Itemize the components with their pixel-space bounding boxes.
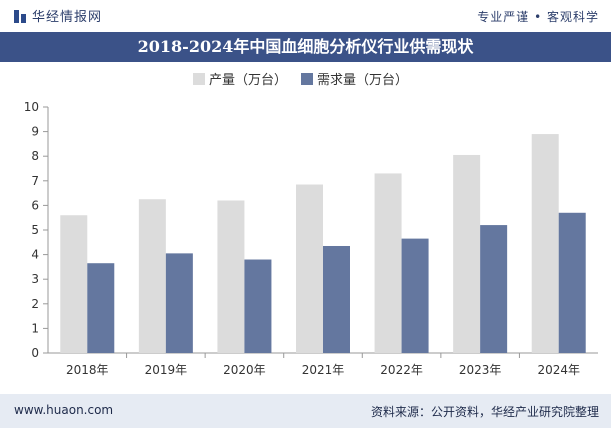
bar-demand [323,245,350,353]
brand-logo-icon [14,9,26,23]
brand: 华经情报网 [14,6,102,25]
x-tick-label: 2020年 [223,363,266,377]
bar-production [138,199,166,353]
y-tick-label: 10 [24,100,39,114]
y-tick-label: 6 [31,198,39,212]
x-tick-label: 2023年 [459,363,502,377]
chart-legend: 产量（万台） 需求量（万台） [193,69,408,88]
y-tick-label: 0 [31,346,39,360]
bar-chart: 0 1 2 3 4 5 6 7 8 9 10 2018年 2019年 2020年 2021年 2022年 202… [24,100,598,377]
y-tick-label: 8 [31,149,39,163]
y-tick-label: 4 [31,248,39,262]
legend-swatch-production [193,72,205,85]
bar-production [531,134,559,353]
x-tick-label: 2022年 [380,363,423,377]
x-tick-label: 2024年 [537,363,580,377]
y-tick-label: 7 [31,174,39,188]
y-tick-label: 2 [31,297,39,311]
bar-production [453,154,481,353]
slogan: 专业严谨 • 客观科学 [477,10,599,24]
legend-item-production: 产量（万台） [193,69,287,88]
legend-swatch-demand [301,72,314,85]
bar-demand [480,225,508,353]
bar-production [217,200,245,353]
top-header: 华经情报网 专业严谨 • 客观科学 [0,0,611,30]
footer: www.huaon.com 资料来源：公开资料，华经产业研究院整理 [0,394,611,428]
y-tick-label: 9 [31,125,39,139]
y-tick-label: 3 [31,272,39,286]
bar-production [296,184,323,353]
bar-demand [558,212,586,353]
bar-production [374,173,402,353]
x-tick-label: 2018年 [66,363,109,377]
x-tick-label: 2019年 [145,363,188,377]
brand-name: 华经情报网 [32,10,103,25]
footer-url: www.huaon.com [14,403,114,417]
y-tick-label: 5 [31,223,39,237]
bar-demand [244,259,272,353]
x-tick-label: 2021年 [302,363,345,377]
bar-production [60,215,88,353]
legend-label-production: 产量（万台） [209,73,288,88]
bar-demand [87,263,115,353]
y-tick-label: 1 [31,321,39,335]
legend-label-demand: 需求量（万台） [317,73,409,88]
legend-item-demand: 需求量（万台） [301,69,408,88]
footer-source: 资料来源：公开资料，华经产业研究院整理 [370,405,599,419]
chart-title: 2018-2024年中国血细胞分析仪行业供需现状 [0,32,611,62]
bar-demand [165,253,193,353]
bar-demand [401,238,429,353]
